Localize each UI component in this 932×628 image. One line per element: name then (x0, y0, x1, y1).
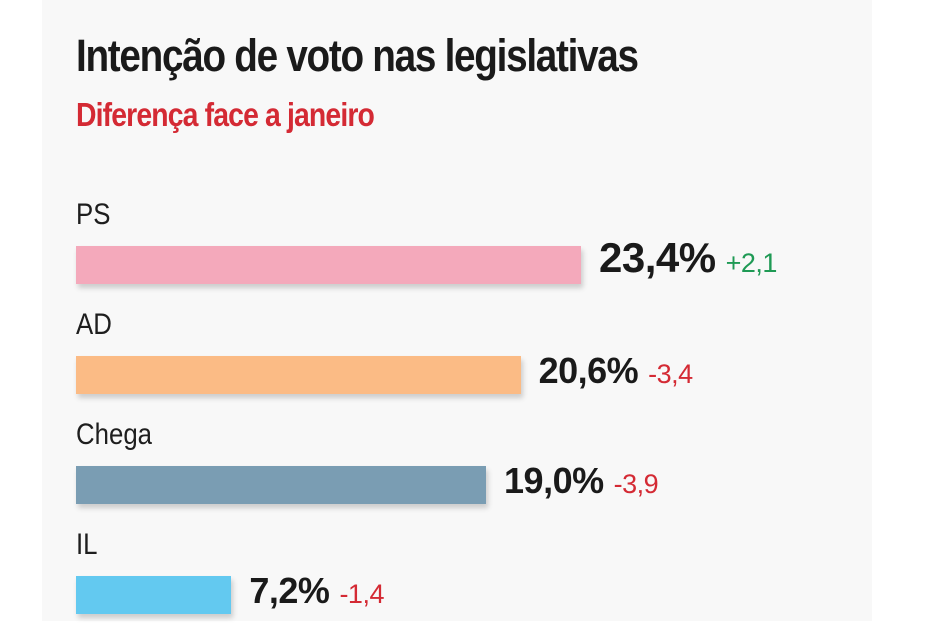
category-label: PS (76, 198, 111, 231)
change-label: -3,9 (613, 469, 659, 499)
chart-panel (42, 0, 872, 621)
category-label: IL (76, 528, 98, 561)
value-label: 20,6% (538, 350, 639, 391)
chart-title: Intenção de voto nas legislativas (76, 30, 639, 81)
change-label: +2,1 (725, 248, 778, 278)
bar-il (76, 576, 232, 614)
bar-row-ps: PS 23,4% +2,1 (76, 198, 856, 298)
category-label: AD (76, 308, 112, 341)
bar-ad (76, 356, 521, 394)
value-group: 19,0% -3,9 (504, 460, 659, 502)
value-label: 7,2% (249, 570, 330, 611)
chart-subtitle: Diferença face a janeiro (76, 96, 375, 133)
bar-row-il: IL 7,2% -1,4 (76, 528, 856, 628)
value-group: 20,6% -3,4 (538, 350, 694, 392)
value-label: 19,0% (504, 460, 604, 501)
category-label: Chega (76, 418, 153, 451)
change-label: -1,4 (339, 579, 384, 609)
bar-row-ad: AD 20,6% -3,4 (76, 308, 856, 408)
value-group: 7,2% -1,4 (249, 570, 384, 612)
value-label: 23,4% (599, 234, 716, 281)
bar-row-chega: Chega 19,0% -3,9 (76, 418, 856, 518)
bar-chega (76, 466, 487, 504)
change-label: -3,4 (648, 359, 693, 389)
bar-ps (76, 246, 581, 284)
value-group: 23,4% +2,1 (599, 234, 777, 282)
